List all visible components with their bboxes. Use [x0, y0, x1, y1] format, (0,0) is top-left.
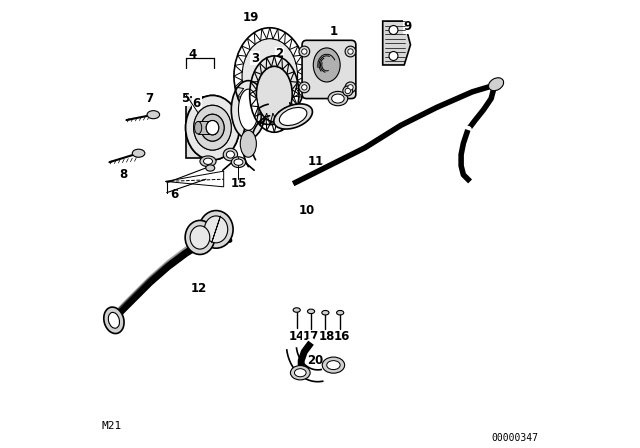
Circle shape	[299, 82, 310, 93]
Ellipse shape	[147, 111, 159, 119]
Circle shape	[345, 88, 351, 94]
Ellipse shape	[234, 159, 243, 165]
Ellipse shape	[206, 121, 219, 135]
Circle shape	[389, 26, 398, 34]
Text: 1: 1	[330, 25, 337, 38]
Ellipse shape	[206, 165, 214, 171]
Text: 15: 15	[231, 177, 248, 190]
Ellipse shape	[337, 310, 344, 315]
Circle shape	[345, 82, 356, 93]
Ellipse shape	[108, 312, 120, 328]
Text: 7: 7	[145, 92, 153, 105]
Text: 9: 9	[403, 20, 412, 34]
Text: 12: 12	[191, 282, 207, 296]
Ellipse shape	[488, 78, 504, 90]
Circle shape	[348, 85, 353, 90]
Text: 5: 5	[182, 92, 189, 105]
Text: 19: 19	[243, 11, 259, 25]
Ellipse shape	[211, 121, 218, 134]
Text: 16: 16	[333, 330, 349, 344]
Text: 10: 10	[298, 204, 315, 217]
Ellipse shape	[194, 105, 231, 150]
Polygon shape	[198, 121, 214, 134]
Ellipse shape	[186, 95, 239, 160]
Text: 6: 6	[193, 96, 201, 110]
Circle shape	[389, 52, 398, 60]
Ellipse shape	[204, 216, 228, 243]
Ellipse shape	[231, 81, 266, 139]
Ellipse shape	[223, 148, 237, 161]
Ellipse shape	[227, 151, 234, 158]
Ellipse shape	[307, 309, 315, 314]
Ellipse shape	[195, 121, 202, 134]
Text: 8: 8	[119, 168, 127, 181]
Circle shape	[345, 46, 356, 57]
Ellipse shape	[322, 310, 329, 315]
Text: 17: 17	[303, 330, 319, 344]
Circle shape	[299, 46, 310, 57]
Polygon shape	[186, 97, 217, 158]
Text: 6: 6	[171, 188, 179, 202]
Ellipse shape	[200, 156, 216, 167]
Text: 2: 2	[276, 47, 284, 60]
Ellipse shape	[201, 114, 224, 141]
Ellipse shape	[274, 104, 312, 129]
Ellipse shape	[240, 130, 257, 157]
Ellipse shape	[132, 149, 145, 157]
Polygon shape	[383, 21, 410, 65]
Circle shape	[301, 85, 307, 90]
Ellipse shape	[314, 48, 340, 82]
Text: 20: 20	[307, 354, 324, 367]
Ellipse shape	[328, 91, 348, 106]
Ellipse shape	[257, 66, 292, 122]
Circle shape	[348, 49, 353, 54]
Text: 18: 18	[319, 330, 335, 344]
Text: 14: 14	[289, 330, 305, 344]
Ellipse shape	[332, 94, 344, 103]
Text: 13: 13	[218, 233, 234, 246]
Ellipse shape	[294, 369, 306, 377]
Circle shape	[301, 49, 307, 54]
Ellipse shape	[186, 95, 239, 160]
Ellipse shape	[293, 308, 300, 312]
Ellipse shape	[201, 114, 224, 141]
Ellipse shape	[194, 105, 231, 150]
Ellipse shape	[322, 357, 344, 373]
Ellipse shape	[206, 121, 219, 135]
Ellipse shape	[239, 89, 258, 130]
Ellipse shape	[326, 361, 340, 370]
Circle shape	[343, 86, 353, 96]
Ellipse shape	[204, 158, 212, 164]
Text: 3: 3	[251, 52, 259, 65]
Ellipse shape	[185, 220, 214, 254]
Text: 00000347: 00000347	[492, 433, 539, 443]
Ellipse shape	[190, 226, 210, 249]
Ellipse shape	[104, 307, 124, 334]
Ellipse shape	[199, 211, 233, 248]
Text: 11: 11	[307, 155, 324, 168]
Ellipse shape	[280, 108, 307, 125]
Text: M21: M21	[101, 421, 122, 431]
Text: 4: 4	[188, 48, 196, 61]
FancyBboxPatch shape	[302, 40, 356, 99]
Ellipse shape	[231, 157, 246, 168]
Ellipse shape	[291, 366, 310, 380]
Ellipse shape	[242, 39, 298, 114]
